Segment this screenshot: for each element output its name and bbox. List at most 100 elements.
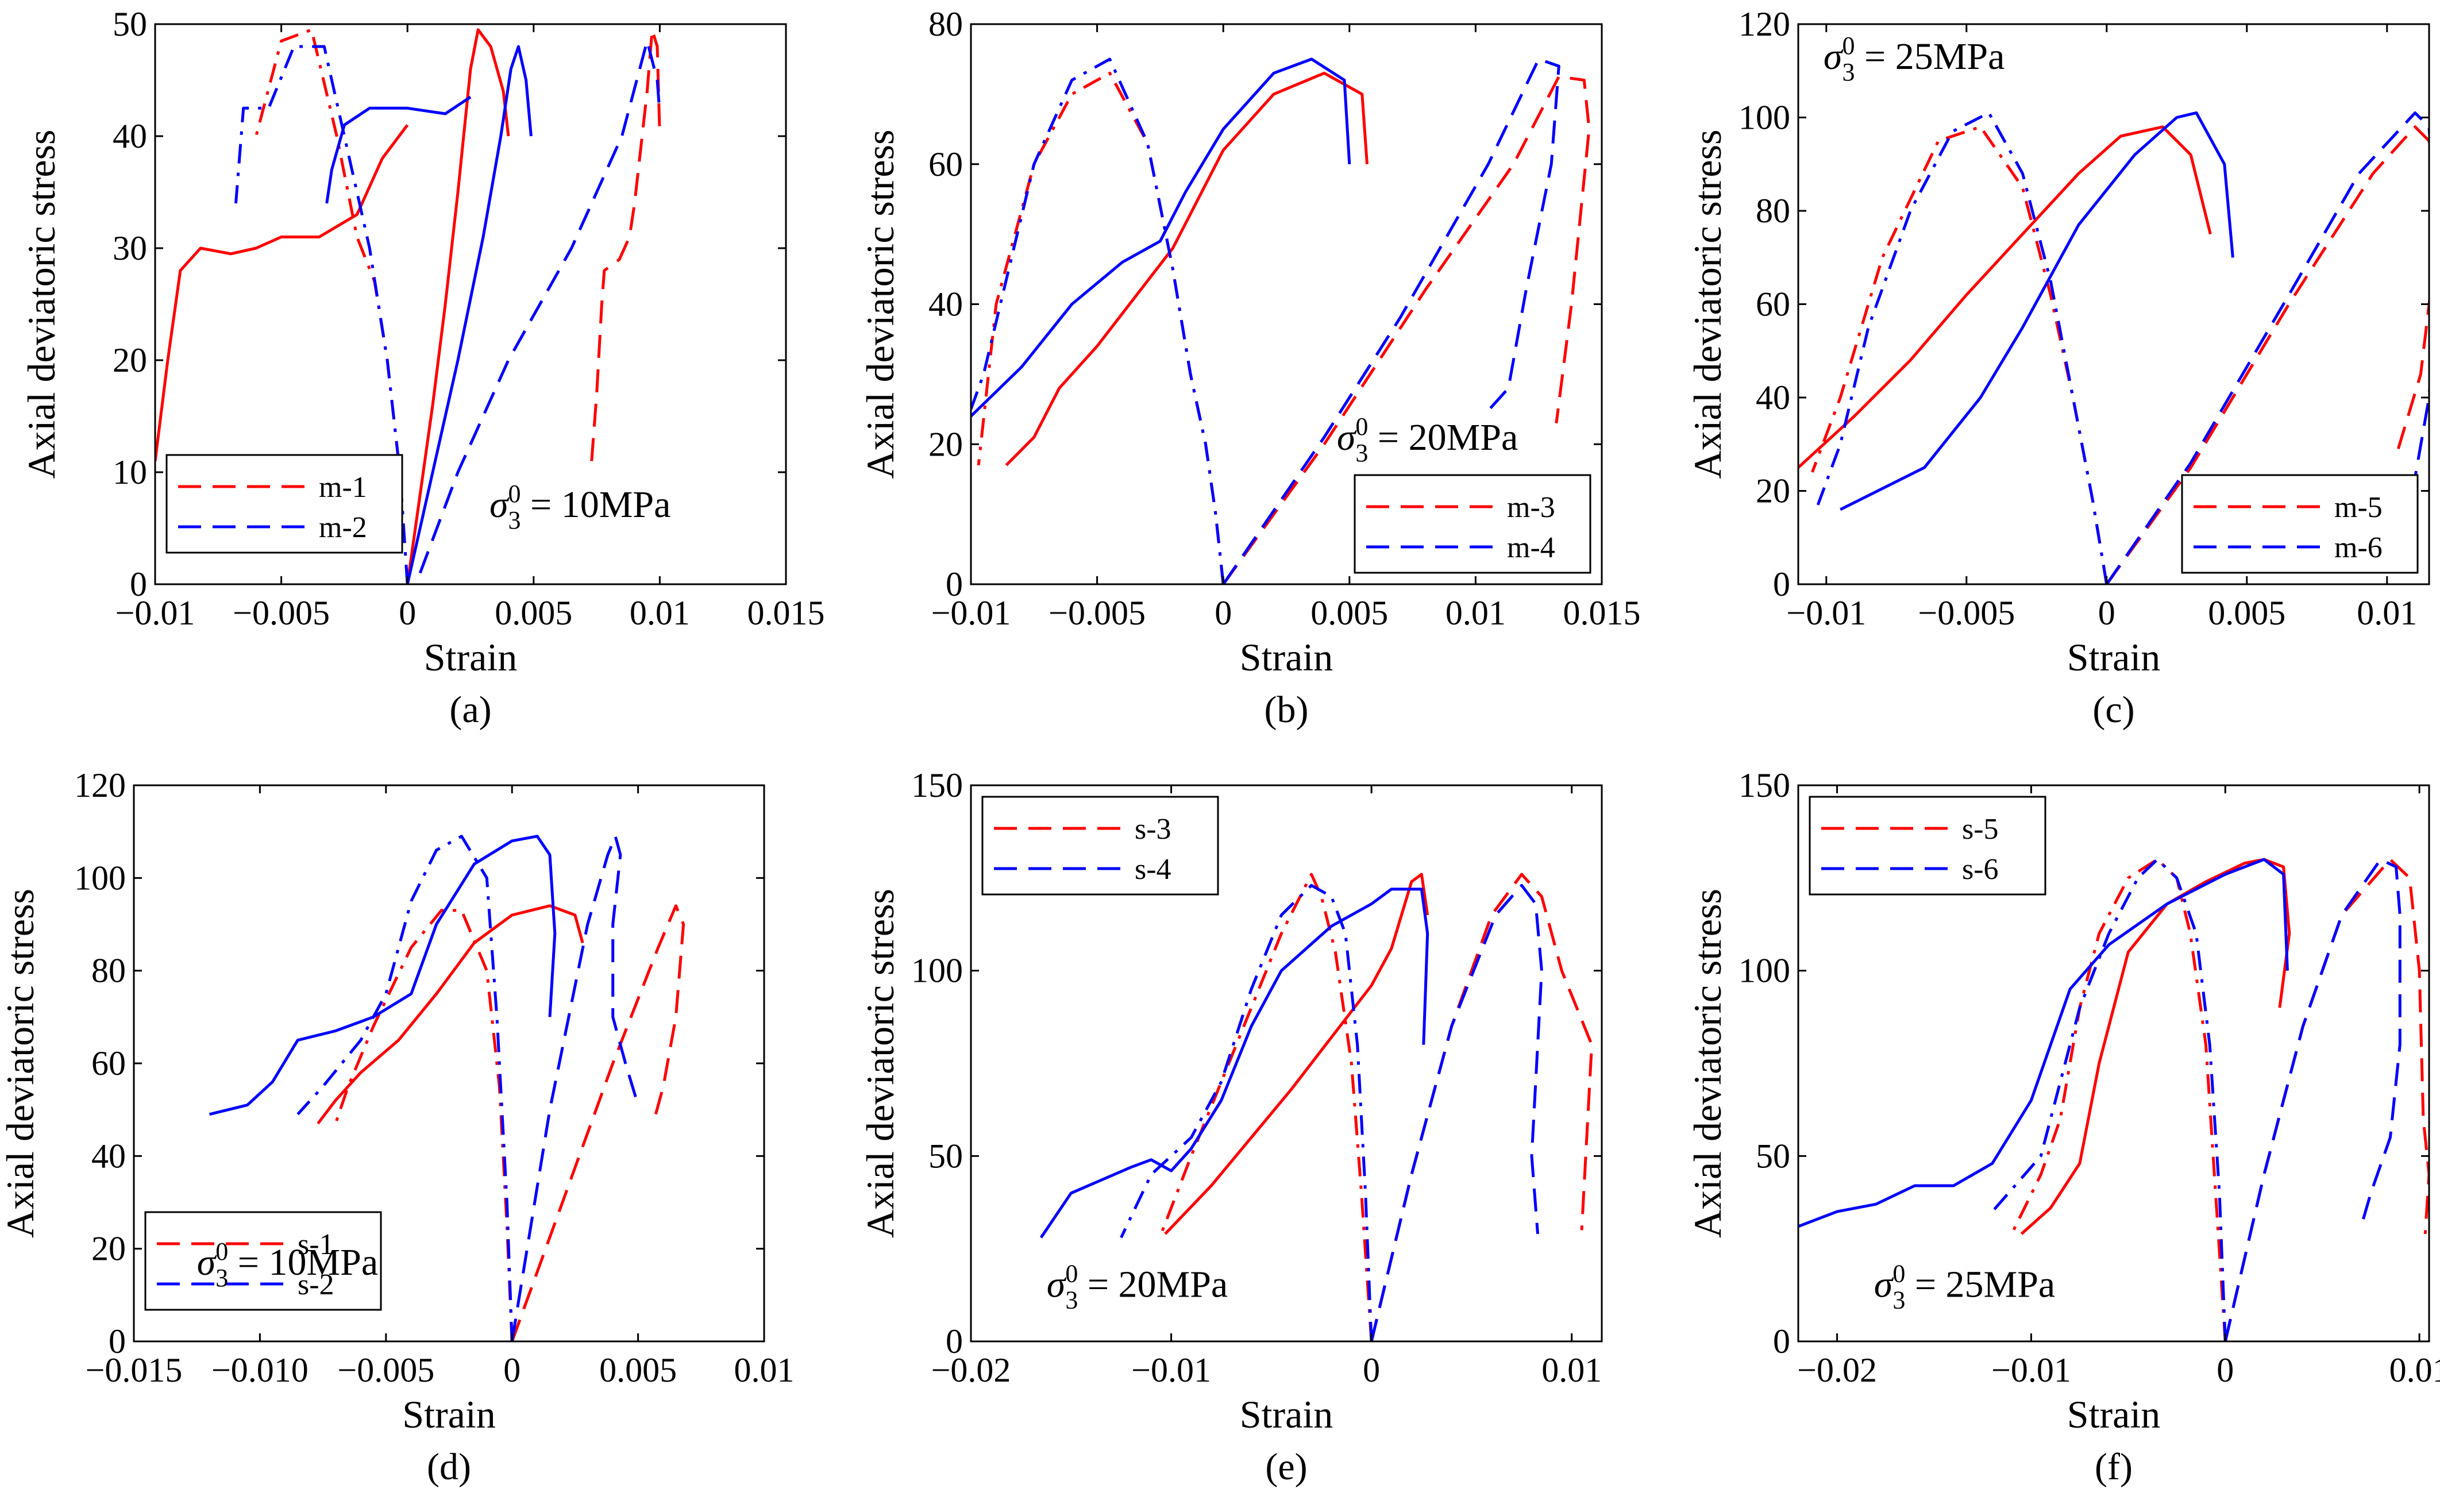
legend-label: s-1 — [298, 1228, 334, 1261]
panel-c: −0.01 −0.005 0 0.005 0.01 0 20 40 60 80 100 120 Stra… — [1686, 5, 2430, 731]
series-line-s-1-axial — [317, 904, 584, 1125]
y-axis-label: Axial deviatoric stress — [20, 129, 63, 479]
y-tick-label: 100 — [1739, 952, 1790, 990]
panel-label: (b) — [1265, 689, 1309, 731]
series-line-s-1-lateral — [334, 909, 514, 1341]
series-line-s-1-volumetric — [510, 904, 685, 1341]
y-tick-label: 80 — [928, 5, 963, 43]
sigma-symbol: σ — [197, 1241, 217, 1283]
y-tick-label: 150 — [911, 766, 963, 804]
x-tick-label: −0.01 — [1786, 594, 1866, 632]
y-tick-label: 100 — [1739, 99, 1790, 137]
sigma-superscript: 0 — [1355, 412, 1368, 441]
x-tick-label: 0 — [1363, 1351, 1380, 1389]
x-tick-label: 0.01 — [2389, 1351, 2440, 1389]
legend-label: s-4 — [1135, 853, 1171, 886]
x-tick-label: 0.015 — [747, 594, 825, 632]
sigma-symbol: σ — [1874, 1264, 1894, 1306]
panel-b: −0.01 −0.005 0 0.005 0.01 0.015 0 20 40 60 80 Strai… — [858, 5, 1641, 731]
series-line-m-6-axial — [1840, 111, 2234, 511]
y-tick-label: 100 — [911, 952, 963, 990]
series-line-m-3-lateral — [977, 71, 1225, 584]
series-line-m-3-axial — [1005, 71, 1369, 466]
sigma-symbol: σ — [1824, 36, 1844, 78]
x-tick-label: 0 — [399, 594, 416, 632]
y-tick-label: 20 — [113, 341, 147, 379]
sigma-subscript: 3 — [508, 506, 521, 534]
x-tick-label: 0 — [1215, 594, 1232, 632]
y-tick-label: 120 — [74, 766, 126, 804]
y-tick-label: 20 — [91, 1230, 126, 1268]
plot-frame — [1797, 784, 2430, 1343]
sigma-symbol: σ — [1047, 1264, 1067, 1306]
sigma-subscript: 3 — [1355, 439, 1368, 467]
x-axis-label: Strain — [1240, 1393, 1333, 1436]
y-tick-label: 40 — [113, 117, 147, 155]
sigma-subscript: 3 — [1065, 1286, 1078, 1314]
x-tick-label: −0.015 — [86, 1351, 183, 1389]
x-tick-label: −0.01 — [931, 594, 1011, 632]
legend-label: m-4 — [1507, 531, 1555, 564]
legend: m-3m-4 — [1354, 474, 1591, 574]
x-tick-label: 0 — [2217, 1351, 2234, 1389]
sigma-superscript: 0 — [1065, 1260, 1078, 1288]
legend-label: m-3 — [1507, 491, 1555, 524]
x-axis-label: Strain — [2067, 635, 2160, 679]
sigma-superscript: 0 — [215, 1237, 228, 1266]
y-tick-label: 10 — [113, 453, 147, 491]
sigma-annotation: σ0 3 = 20MPa — [1047, 1260, 1228, 1314]
series-line-m-1-lateral — [255, 28, 409, 584]
legend-box — [2181, 474, 2419, 574]
sigma-value: = 10MPa — [521, 484, 671, 526]
legend-label: s-2 — [298, 1268, 334, 1301]
series-line-m-2-volumetric — [418, 39, 661, 574]
y-axis-label: Axial deviatoric stress — [1686, 129, 1729, 479]
y-tick-label: 50 — [1756, 1137, 1790, 1175]
x-tick-label: −0.02 — [931, 1351, 1011, 1389]
y-tick-label: 0 — [946, 565, 963, 603]
x-tick-label: −0.01 — [115, 594, 195, 632]
series-line-s-2-volumetric — [510, 835, 639, 1341]
x-axis-label: Strain — [1240, 635, 1333, 679]
legend-label: s-3 — [1135, 813, 1171, 846]
legend-label: m-6 — [2334, 531, 2383, 564]
panel-label: (c) — [2092, 689, 2134, 731]
y-tick-label: 40 — [91, 1137, 126, 1175]
legend-label: s-6 — [1962, 853, 1999, 886]
plot-frame — [970, 784, 1603, 1343]
y-tick-label: 100 — [74, 859, 126, 897]
sigma-annotation: σ0 3 = 20MPa — [1337, 412, 1518, 467]
series-line-m-2-axial — [406, 45, 533, 584]
x-tick-label: 0.01 — [1446, 594, 1506, 632]
series-line-s-3-volumetric — [1370, 873, 1594, 1341]
legend-box — [144, 1211, 382, 1311]
x-tick-label: 0.005 — [2208, 594, 2285, 632]
series-line-s-2-axial — [209, 835, 557, 1116]
x-tick-label: −0.01 — [1991, 1351, 2071, 1389]
sigma-superscript: 0 — [1892, 1260, 1905, 1288]
legend: m-5m-6 — [2181, 474, 2419, 574]
y-tick-label: 80 — [1756, 192, 1790, 230]
y-tick-label: 0 — [946, 1322, 963, 1360]
x-tick-label: −0.01 — [1131, 1351, 1211, 1389]
plot-frame — [154, 23, 787, 585]
sigma-annotation: σ0 3 = 25MPa — [1824, 32, 2005, 86]
y-tick-label: 0 — [1773, 1322, 1790, 1360]
sigma-value: = 25MPa — [1855, 36, 2005, 78]
legend: m-1m-2 — [165, 454, 403, 554]
series-line-s-3-axial — [1164, 873, 1429, 1235]
x-tick-label: −0.010 — [211, 1351, 309, 1389]
x-tick-label: 0 — [503, 1351, 521, 1389]
y-axis-label: Axial deviatoric stress — [858, 129, 902, 479]
x-tick-label: 0.01 — [734, 1351, 795, 1389]
x-tick-label: 0.01 — [630, 594, 690, 632]
series-line-s-3-lateral — [1159, 873, 1373, 1341]
y-tick-label: 0 — [109, 1322, 126, 1360]
legend-box — [165, 454, 403, 554]
sigma-annotation: σ0 3 = 25MPa — [1874, 1260, 2055, 1314]
sigma-symbol: σ — [489, 484, 510, 526]
series-line-m-5-volumetric — [2105, 125, 2429, 584]
x-axis-label: Strain — [424, 635, 517, 679]
series-line-s-2-lateral — [296, 835, 514, 1341]
